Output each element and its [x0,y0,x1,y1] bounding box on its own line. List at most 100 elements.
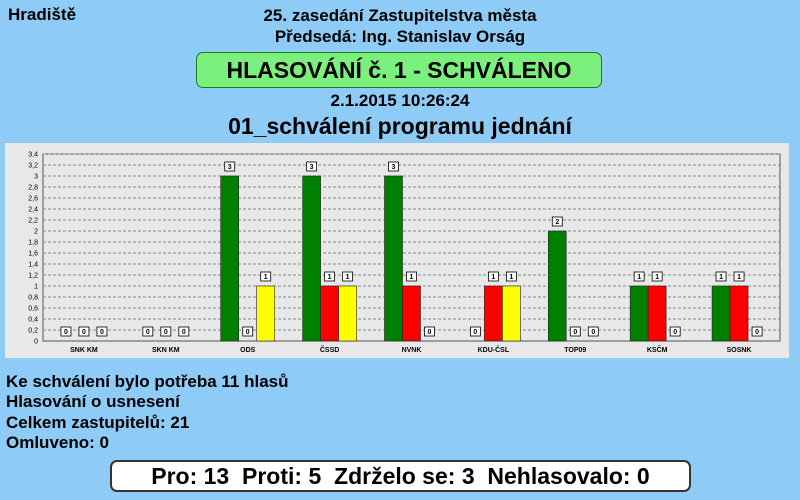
value-label-box [551,216,563,227]
vote-bar [629,285,649,342]
value-label-box [587,326,599,337]
vote-bar [320,285,339,342]
value-label-box [324,271,336,282]
category-label: SKN KM [152,347,180,354]
y-tick-label: 3 [34,174,38,181]
value-label: 1 [491,274,495,281]
value-label: 0 [573,329,577,336]
value-label-box [469,326,481,337]
value-label-box [733,271,745,282]
value-label: 1 [637,274,641,281]
value-label-box [406,271,417,282]
value-label: 3 [310,164,314,171]
value-label: 0 [673,329,677,336]
value-label: 3 [392,164,396,171]
y-tick-label: 1 [34,284,38,291]
vote-bar [220,175,240,342]
value-label-box [633,271,645,282]
value-label-box [715,271,727,282]
value-label: 1 [410,274,414,281]
y-tick-label: 0,8 [28,295,38,302]
vote-bar [338,285,357,342]
value-label: 1 [655,274,659,281]
vote-bar [711,285,731,342]
vote-bar [484,285,503,342]
category-label: SOSNK [727,347,752,354]
value-label: 1 [264,274,268,281]
value-label: 0 [591,329,595,336]
value-label: 0 [100,329,104,336]
chairperson: Předsedá: Ing. Stanislav Orság [274,27,526,46]
value-label-box [751,326,763,337]
value-label-box [651,271,663,282]
value-label-box [388,161,399,172]
category-label: SNK KM [70,347,98,354]
category-label: ČSSD [320,345,339,354]
vote-datetime: 2.1.2015 10:26:24 [330,91,470,110]
session-title: 25. zasedání Zastupitelstva města [263,6,537,25]
excused-text: Omluveno: 0 [6,433,109,452]
y-tick-label: 0,4 [28,317,38,324]
y-tick-label: 1,8 [28,240,38,247]
value-label-box [224,161,236,172]
y-tick-label: 2,2 [28,218,38,225]
value-label-box [242,326,254,337]
required-votes-text: Ke schválení bylo potřeba 11 hlasů [6,372,289,391]
y-tick-label: 3,2 [28,163,38,170]
value-label: 0 [473,329,477,336]
y-tick-label: 1,4 [28,262,38,269]
category-label: NVNK [402,347,422,354]
value-label-box [178,326,190,337]
value-label: 0 [82,329,86,336]
y-tick-label: 2,4 [28,207,38,214]
value-label: 0 [64,329,68,336]
y-tick-label: 1,6 [28,251,38,258]
value-label-box [160,326,172,337]
y-tick-label: 0,6 [28,306,38,313]
vote-result-banner: HLASOVÁNÍ č. 1 - SCHVÁLENO [196,52,602,88]
value-label-box [142,326,154,337]
value-label: 3 [228,164,232,171]
y-tick-label: 2,8 [28,185,38,192]
value-label: 0 [182,329,186,336]
vote-bar [302,175,321,342]
vote-bar [256,285,276,342]
value-label: 1 [328,274,332,281]
vote-kind-text: Hlasování o usnesení [6,392,180,411]
vote-bar [502,285,521,342]
value-label: 0 [146,329,150,336]
category-label: TOP09 [564,347,586,354]
town-name: Hradiště [8,5,77,24]
value-label-box [78,326,90,337]
value-label: 1 [737,274,741,281]
value-label: 0 [164,329,168,336]
y-tick-label: 2 [34,229,38,236]
vote-bar [729,285,749,342]
value-label-box [342,271,354,282]
value-label-box [569,326,581,337]
value-label: 1 [719,274,723,281]
y-tick-label: 0 [34,339,38,346]
value-label-box [424,326,435,337]
value-label-box [260,271,272,282]
vote-bar [547,230,567,342]
motion-title: 01_schválení programu jednání [228,113,572,139]
value-label-box [669,326,681,337]
y-tick-label: 2,6 [28,196,38,203]
value-label: 0 [755,329,759,336]
vote-bar [402,285,421,342]
category-label: KSČM [647,345,668,354]
value-label-box [505,271,517,282]
value-label: 1 [509,274,513,281]
y-tick-label: 1,2 [28,273,38,280]
value-label-box [487,271,499,282]
vote-bar [384,175,403,342]
vote-totals: Pro: 13 Proti: 5 Zdrželo se: 3 Nehlasova… [110,460,691,492]
value-label-box [60,326,72,337]
category-label: KDU-ČSL [478,345,510,354]
value-label: 0 [428,329,432,336]
vote-bar [647,285,667,342]
vote-chart-panel: 0 0,2 0,4 0,6 0,8 1 1,2 1,4 1,6 1,8 2 2,2 2,4 2,6 2,8 3… [5,143,789,358]
value-label: 1 [346,274,350,281]
vote-bar-chart: 0 0,2 0,4 0,6 0,8 1 1,2 1,4 1,6 1,8 2 2,2 2,4 2,6 2,8 3… [28,152,781,354]
